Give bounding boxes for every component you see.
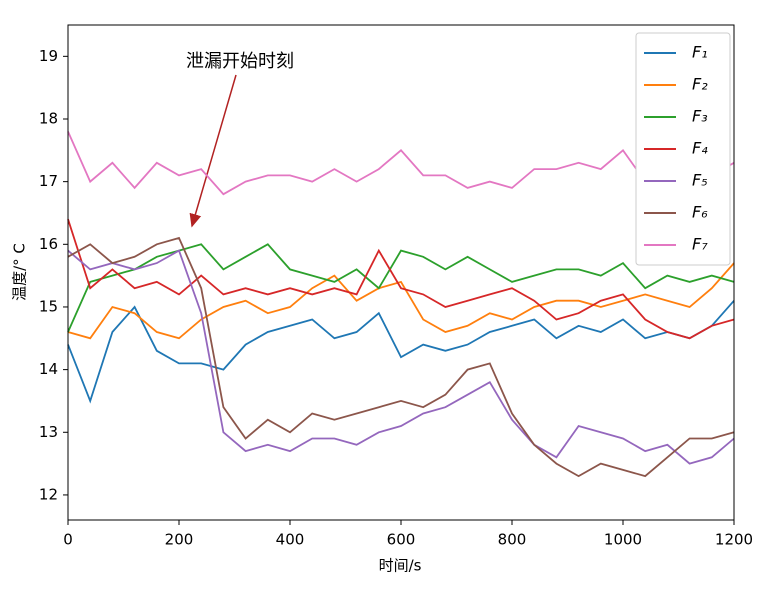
series-line (67, 218, 735, 340)
x-tick-label: 600 (387, 531, 416, 549)
series-line (67, 131, 735, 196)
legend-label: F₄ (692, 139, 708, 158)
y-tick-label: 17 (39, 172, 58, 190)
y-tick-label: 16 (39, 235, 58, 253)
legend-label: F₅ (692, 171, 708, 190)
x-tick-label: 400 (276, 531, 305, 549)
x-tick-label: 800 (498, 531, 527, 549)
legend-box (635, 32, 731, 266)
legend-label: F₆ (692, 203, 708, 222)
legend-label: F₇ (692, 235, 708, 254)
plot-frame (67, 24, 735, 521)
y-tick-label: 15 (39, 297, 58, 315)
x-tick-label: 1200 (715, 531, 753, 549)
series-line (67, 262, 735, 340)
legend-label: F₃ (692, 107, 708, 126)
series-line (67, 300, 735, 404)
y-tick-label: 14 (39, 360, 58, 378)
y-tick-label: 19 (39, 47, 58, 65)
x-axis-label: 时间/s (379, 557, 422, 575)
annotation: 泄漏开始时刻 (186, 51, 294, 72)
y-axis-label: 温度/° C (11, 243, 29, 301)
legend-label: F₂ (692, 75, 708, 94)
y-tick-label: 13 (39, 423, 58, 441)
x-tick-label: 1000 (604, 531, 642, 549)
series-line (67, 236, 735, 478)
x-tick-label: 200 (165, 531, 194, 549)
annotation-arrow (189, 74, 237, 228)
series-line (67, 249, 735, 465)
x-tick-label: 0 (63, 531, 73, 549)
legend-label: F₁ (692, 43, 708, 62)
y-tick-label: 18 (39, 109, 58, 127)
y-tick-label: 12 (39, 485, 58, 503)
